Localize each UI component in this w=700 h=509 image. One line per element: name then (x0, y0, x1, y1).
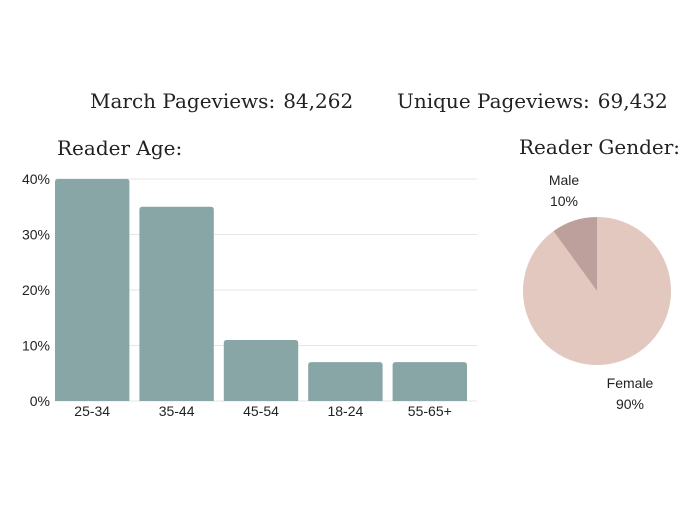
pageviews-label: March Pageviews: (90, 89, 276, 113)
bar-35-44 (139, 206, 214, 401)
pageviews-value: 84,262 (283, 89, 354, 113)
unique-pageviews-label: Unique Pageviews: (397, 89, 590, 113)
x-tick-label: 25-34 (74, 403, 110, 419)
bar-18-24 (308, 362, 383, 401)
y-tick-label: 20% (22, 282, 50, 298)
gender-pie-chart: Female 90% Male 10% (523, 172, 671, 412)
unique-pageviews-stat: Unique Pageviews: 69,432 (397, 89, 668, 113)
bar-55-65+ (392, 362, 467, 401)
pie-slice-male (553, 217, 597, 291)
y-tick-label: 40% (22, 171, 50, 187)
x-tick-label: 35-44 (159, 403, 195, 419)
y-tick-label: 0% (30, 393, 50, 409)
age-bar-chart: 0% 10% 20% 30% 40% 25-34 35-44 45-54 18-24 55-65+ (22, 171, 477, 419)
x-tick-label: 45-54 (243, 403, 279, 419)
bar-25-34 (55, 179, 130, 401)
pie-label-female: Female (607, 375, 654, 391)
pageviews-stat: March Pageviews: 84,262 (90, 89, 353, 113)
unique-pageviews-value: 69,432 (597, 89, 668, 113)
x-tick-label: 55-65+ (408, 403, 452, 419)
pie-value-female: 90% (616, 396, 644, 412)
reader-age-title: Reader Age: (57, 136, 183, 160)
pie-label-male: Male (549, 172, 580, 188)
pie-value-male: 10% (550, 193, 578, 209)
y-tick-label: 30% (22, 227, 50, 243)
x-tick-label: 18-24 (327, 403, 363, 419)
bar-45-54 (223, 339, 299, 401)
y-tick-label: 10% (22, 338, 50, 354)
reader-gender-title: Reader Gender: (519, 135, 681, 159)
